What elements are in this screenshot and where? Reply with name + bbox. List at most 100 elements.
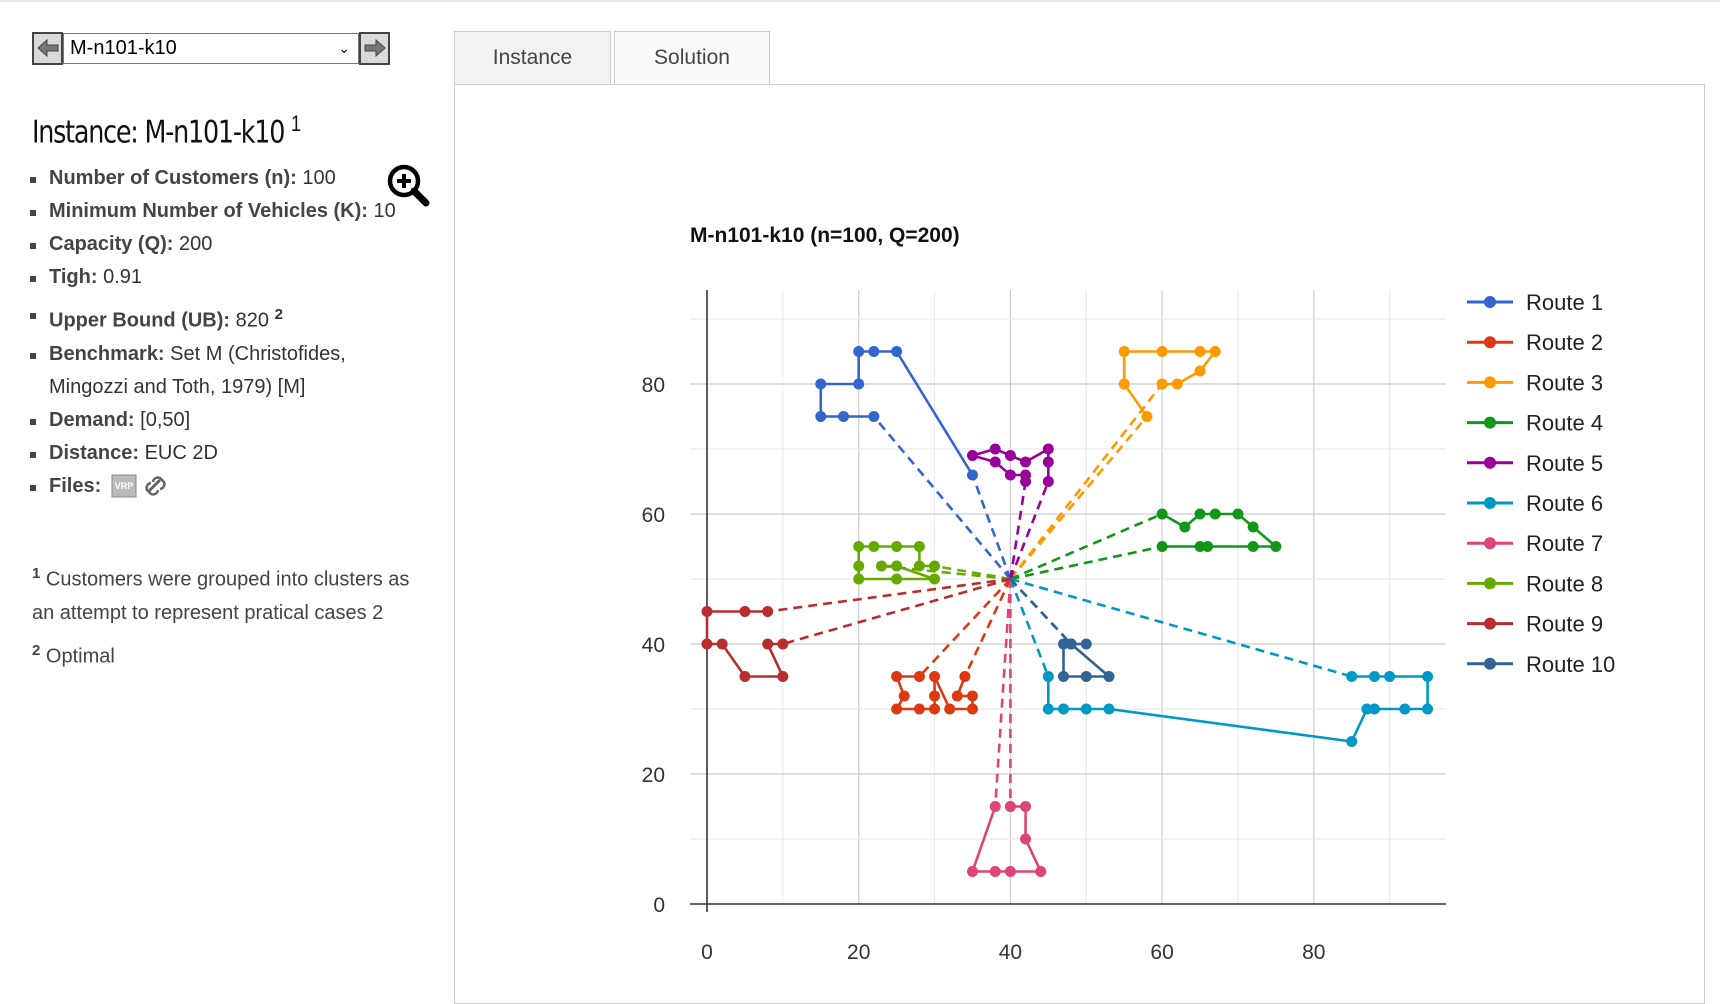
legend-marker: [1484, 336, 1496, 349]
route-point: [815, 411, 827, 422]
route-point: [1042, 456, 1054, 468]
route-point: [1103, 703, 1115, 715]
route-point: [1209, 508, 1221, 520]
route-point: [1057, 703, 1069, 715]
arrow-right-icon: [364, 38, 386, 58]
route-point: [875, 560, 887, 572]
footnote-2: 2 Optimal: [32, 641, 115, 668]
next-instance-button[interactable]: [359, 31, 390, 65]
legend-label: Route 4: [1526, 411, 1603, 436]
route-point: [838, 411, 850, 422]
route-point: [1361, 703, 1373, 715]
top-border: [0, 0, 1720, 2]
info-upper-bound: Upper Bound (UB): 820 2: [28, 298, 398, 338]
route-point: [898, 690, 910, 702]
route-point: [701, 638, 713, 650]
instance-title-name: M-n101-k10: [144, 114, 285, 151]
route-point: [1035, 866, 1047, 877]
legend-label: Route 3: [1526, 370, 1603, 395]
route-point: [1194, 508, 1206, 520]
route-point: [1042, 476, 1054, 487]
legend-item-route-9: Route 9: [1467, 612, 1603, 637]
legend-item-route-8: Route 8: [1467, 571, 1603, 596]
route-depot-link: [872, 415, 1012, 580]
legend-item-route-4: Route 4: [1467, 411, 1603, 436]
legend-marker: [1484, 376, 1496, 389]
chart-axes: 0 20 40 60 80 0 20 40 60 80: [642, 290, 1446, 964]
route-point: [891, 346, 903, 357]
route-9: [701, 577, 1011, 682]
route-point: [1004, 866, 1016, 877]
route-depot-link: [1009, 578, 1050, 677]
info-distance: Distance: EUC 2D: [28, 437, 398, 470]
route-point: [966, 450, 978, 461]
route-point: [1209, 346, 1221, 357]
route-point: [1020, 801, 1032, 812]
vrp-file-icon[interactable]: VRP: [111, 474, 137, 498]
route-point: [891, 671, 903, 682]
route-point: [966, 703, 978, 715]
route-point: [1080, 703, 1092, 715]
zoom-in-icon[interactable]: [386, 163, 432, 209]
route-5: [966, 443, 1054, 580]
y-tick-label: 80: [642, 374, 665, 397]
info-vehicles: Minimum Number of Vehicles (K): 10: [28, 195, 398, 228]
route-point: [1057, 638, 1069, 650]
info-benchmark: Benchmark: Set M (Christofides, Mingozzi…: [28, 338, 398, 404]
route-point: [1368, 671, 1380, 682]
legend-marker: [1484, 657, 1496, 670]
route-point: [868, 541, 880, 552]
route-point: [891, 541, 903, 552]
route-point: [1080, 638, 1092, 650]
instance-select[interactable]: M-n101-k10 ⌄: [63, 32, 359, 64]
route-point: [1194, 541, 1206, 552]
route-depot-link: [1009, 415, 1148, 580]
route-point: [913, 560, 925, 572]
route-point: [1057, 671, 1069, 682]
route-2: [891, 578, 1012, 715]
link-icon[interactable]: [143, 474, 169, 498]
route-point: [1171, 378, 1183, 390]
route-4: [1009, 508, 1282, 581]
route-point: [853, 573, 865, 585]
route-point: [989, 801, 1001, 812]
route-depot-link: [993, 578, 1012, 807]
legend-label: Route 6: [1526, 491, 1603, 516]
instance-info-list: Number of Customers (n): 100 Minimum Num…: [28, 162, 398, 503]
y-tick-label: 60: [642, 504, 665, 527]
legend-marker: [1484, 617, 1496, 630]
legend-item-route-5: Route 5: [1467, 451, 1603, 476]
route-point: [1065, 638, 1077, 650]
route-point: [853, 541, 865, 552]
tab-instance[interactable]: Instance: [454, 31, 611, 84]
route-point: [1118, 346, 1130, 357]
route-point: [1156, 346, 1168, 357]
file-icons: VRP: [111, 474, 169, 498]
y-tick-label: 0: [653, 894, 665, 917]
route-point: [777, 671, 789, 682]
legend-marker: [1484, 497, 1496, 509]
route-depot-link: [1009, 383, 1164, 580]
x-tick-label: 40: [999, 941, 1022, 964]
chart-grid: [690, 290, 1446, 904]
instance-select-value: M-n101-k10: [70, 36, 177, 59]
route-point: [716, 638, 728, 650]
route-point: [1020, 456, 1032, 468]
route-point: [1020, 476, 1032, 487]
tab-solution[interactable]: Solution: [614, 31, 770, 84]
route-point: [815, 378, 827, 390]
chart-legend: Route 1 Route 2 Route 3 Route 4 Route 5 Route…: [1467, 290, 1615, 677]
route-point: [777, 638, 789, 650]
y-tick-label: 40: [642, 634, 665, 657]
route-point: [1194, 365, 1206, 377]
chart-routes: [701, 346, 1434, 877]
info-customers: Number of Customers (n): 100: [28, 162, 398, 195]
info-files: Files: VRP: [28, 470, 398, 503]
route-point: [929, 690, 941, 702]
route-point: [762, 638, 774, 650]
route-7: [966, 578, 1047, 877]
chevron-down-icon: ⌄: [338, 39, 350, 56]
route-point: [1156, 541, 1168, 552]
prev-instance-button[interactable]: [32, 31, 63, 65]
instance-title-footnote: 1: [291, 111, 302, 136]
